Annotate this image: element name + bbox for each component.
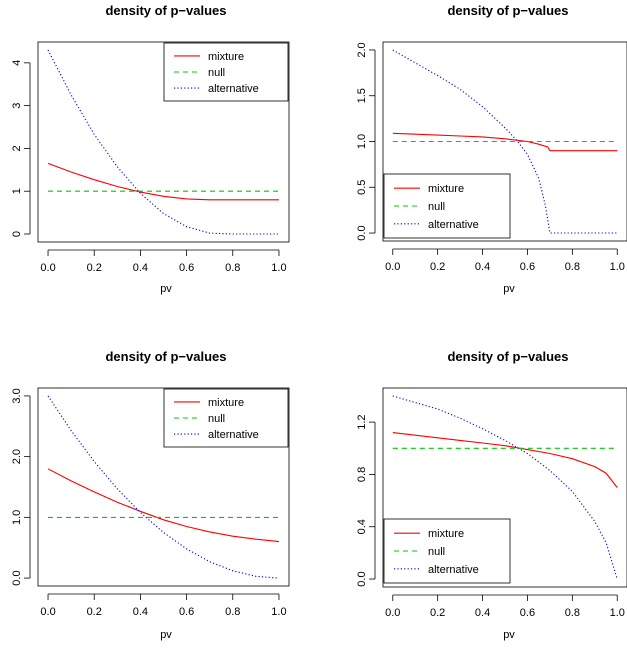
y-tick-label: 3.0 [11,388,23,403]
y-tick-label: 2.0 [356,42,368,57]
x-axis-label: pv [160,629,172,641]
legend-label-mixture: mixture [208,51,244,63]
y-tick-label: 0.5 [356,180,368,195]
y-tick-label: 4 [11,60,23,66]
x-tick-label: 0.4 [475,261,490,273]
legend-label-mixture: mixture [428,183,464,195]
x-tick-label: 1.0 [610,261,625,273]
x-tick-label: 0.2 [87,606,102,618]
legend-label-mixture: mixture [208,397,244,409]
y-tick-label: 1.2 [356,414,368,429]
legend: mixture null alternative [383,173,511,239]
plot-frame [382,387,627,588]
x-tick-label: 0.8 [225,606,240,618]
legend-label-alternative: alternative [208,429,259,441]
y-tick-label: 0.8 [356,467,368,482]
y-tick-label: 0.0 [11,570,23,585]
y-tick-label: 1 [11,188,23,194]
x-tick-label: 0.2 [87,262,102,274]
x-tick-label: 0.8 [565,261,580,273]
x-tick-label: 0.0 [40,606,55,618]
legend-label-alternative: alternative [428,219,479,231]
x-tick-label: 0.4 [475,607,490,619]
x-axis-label: pv [160,283,172,295]
chart-panel-2: density of p−values 0.0 0.2 0.4 0.6 0.8 1.0 pv 0… [356,3,627,295]
series-line-mixture [392,432,618,488]
y-tick-label: 1.5 [356,88,368,103]
series-line-mixture [392,132,618,152]
legend-label-null: null [208,413,225,425]
legend-label-alternative: alternative [208,83,259,95]
x-axis-label: pv [503,283,515,295]
legend-label-alternative: alternative [428,564,479,576]
y-tick-label: 0.0 [356,571,368,586]
plot-frame [382,41,627,242]
chart-panel-4: density of p−values 0.0 0.2 0.4 0.6 0.8 1.0 pv 0… [356,349,627,641]
legend-label-null: null [208,67,225,79]
x-tick-label: 0.4 [133,606,148,618]
x-tick-label: 1.0 [271,606,286,618]
series-line-alternative [392,49,618,234]
x-tick-label: 0.6 [520,607,535,619]
plot-frame [37,41,290,243]
chart-panel-3: density of p−values 0.0 0.2 0.4 0.6 0.8 1.0 pv 0… [11,349,290,641]
x-tick-label: 1.0 [610,607,625,619]
series-line-mixture [47,468,280,543]
x-tick-label: 1.0 [271,262,286,274]
chart-title: density of p−values [447,3,568,18]
x-tick-label: 0.8 [225,262,240,274]
y-tick-label: 0.0 [356,225,368,240]
x-tick-label: 0.4 [133,262,148,274]
x-axis-label: pv [503,629,515,641]
legend: mixture null alternative [383,518,511,584]
legend: mixture null alternative [163,388,289,448]
chart-panel-1: density of p−values 0.0 0.2 0.4 0.6 0.8 1.0 pv 0… [11,3,290,295]
series-line-alternative [47,49,279,235]
x-tick-label: 0.0 [40,262,55,274]
x-tick-label: 0.2 [430,261,445,273]
series-line-mixture [47,162,279,201]
y-tick-label: 1.0 [11,510,23,525]
x-tick-label: 0.6 [520,261,535,273]
y-tick-label: 2 [11,145,23,151]
legend: mixture null alternative [163,42,289,102]
x-tick-label: 0.2 [430,607,445,619]
chart-title: density of p−values [447,349,568,364]
y-tick-label: 0.4 [356,519,368,534]
y-tick-label: 0 [11,231,23,237]
x-tick-label: 0.6 [179,606,194,618]
legend-label-null: null [428,201,445,213]
y-tick-label: 1.0 [356,134,368,149]
y-tick-label: 2.0 [11,449,23,464]
x-tick-label: 0.8 [565,607,580,619]
chart-title: density of p−values [105,3,226,18]
plot-frame [37,387,290,587]
y-tick-label: 3 [11,103,23,109]
legend-label-null: null [428,546,445,558]
x-tick-label: 0.0 [385,261,400,273]
x-tick-label: 0.6 [179,262,194,274]
legend-label-mixture: mixture [428,528,464,540]
chart-title: density of p−values [105,349,226,364]
x-tick-label: 0.0 [385,607,400,619]
